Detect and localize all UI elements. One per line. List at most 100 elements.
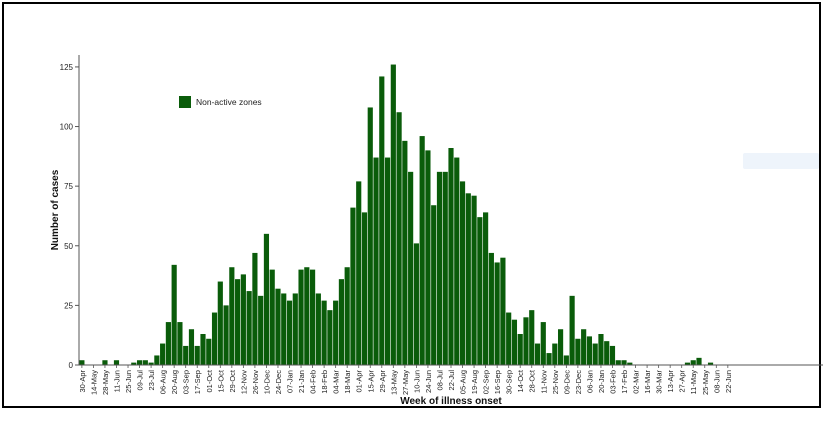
bar bbox=[79, 360, 85, 365]
x-tick-label: 27-May bbox=[401, 370, 410, 395]
x-tick-label: 30-Mar bbox=[655, 370, 664, 394]
x-tick-label: 07-Jan bbox=[286, 370, 295, 393]
bar bbox=[183, 345, 189, 365]
bar bbox=[627, 362, 633, 365]
bar bbox=[396, 112, 402, 365]
legend-swatch bbox=[179, 96, 191, 108]
bar bbox=[379, 76, 385, 365]
x-tick-label: 11-Nov bbox=[539, 370, 548, 394]
x-tick-label: 14-Oct bbox=[516, 369, 525, 392]
bar bbox=[454, 157, 460, 365]
bar bbox=[408, 171, 414, 365]
x-tick-label: 17-Sep bbox=[193, 370, 202, 394]
bar bbox=[240, 274, 246, 365]
bar bbox=[448, 148, 454, 365]
bar bbox=[304, 267, 310, 365]
x-tick-label: 23-Jul bbox=[147, 370, 156, 391]
bar bbox=[442, 171, 448, 365]
x-tick-label: 04-Mar bbox=[332, 370, 341, 394]
x-tick-label: 06-Jan bbox=[585, 370, 594, 393]
bar bbox=[534, 343, 541, 365]
x-tick-label: 16-Mar bbox=[643, 370, 652, 394]
x-tick-label: 22-Jul bbox=[447, 370, 456, 391]
x-tick-label: 01-Oct bbox=[205, 369, 214, 392]
bar bbox=[321, 300, 327, 365]
bar bbox=[523, 317, 529, 365]
bar bbox=[477, 217, 483, 365]
bar bbox=[419, 136, 425, 365]
bar bbox=[258, 295, 264, 365]
x-tick-label: 12-Nov bbox=[239, 370, 248, 394]
x-tick-label: 25-Nov bbox=[551, 370, 560, 394]
bar bbox=[281, 293, 287, 365]
bar bbox=[459, 181, 466, 365]
x-tick-label: 09-Jul bbox=[136, 370, 145, 391]
bar bbox=[557, 329, 564, 365]
bar bbox=[263, 233, 270, 365]
x-tick-label: 13-May bbox=[389, 370, 398, 395]
x-tick-label: 10-Jun bbox=[412, 370, 421, 393]
x-tick-label: 23-Dec bbox=[574, 370, 583, 394]
x-tick-label: 26-Nov bbox=[251, 370, 260, 394]
bar bbox=[131, 362, 137, 365]
x-tick-label: 24-Jun bbox=[424, 370, 433, 393]
x-axis-tick-labels: 30-Apr 14-May 28-May 11-Jun 25-Jun 09-Jul 23-J… bbox=[78, 365, 733, 395]
x-tick-label: 25-Jun bbox=[124, 370, 133, 393]
x-tick-label: 03-Feb bbox=[608, 370, 617, 394]
bar bbox=[684, 362, 691, 365]
bar bbox=[471, 195, 477, 365]
bar bbox=[235, 279, 241, 365]
bar bbox=[361, 212, 368, 365]
y-tick-label: 75 bbox=[64, 182, 73, 191]
bar bbox=[309, 269, 316, 365]
y-axis-label: Number of cases bbox=[50, 169, 61, 250]
x-tick-label: 11-Jun bbox=[112, 370, 121, 392]
x-axis-label: Week of illness onset bbox=[400, 396, 502, 407]
x-tick-label: 18-Mar bbox=[343, 370, 352, 394]
bar bbox=[511, 319, 518, 365]
x-tick-label: 24-Dec bbox=[274, 370, 283, 394]
x-tick-label: 17-Feb bbox=[620, 370, 629, 394]
bar bbox=[581, 329, 587, 365]
x-tick-label: 18-Feb bbox=[320, 370, 329, 394]
bar bbox=[621, 360, 627, 365]
bar bbox=[494, 262, 500, 365]
bar bbox=[177, 322, 183, 365]
bar bbox=[154, 355, 160, 365]
x-tick-label: 03-Sep bbox=[182, 370, 191, 394]
y-axis-ticks: 0 25 50 75 100 125 bbox=[60, 63, 79, 370]
x-tick-label: 08-Jun bbox=[712, 370, 721, 393]
x-tick-label: 20-Aug bbox=[170, 370, 179, 394]
x-tick-label: 16-Sep bbox=[493, 370, 502, 394]
bar bbox=[707, 362, 714, 365]
bar bbox=[113, 360, 120, 365]
bar bbox=[615, 360, 621, 365]
bar bbox=[506, 312, 512, 365]
faded-overlay-box bbox=[743, 153, 819, 169]
bar bbox=[286, 300, 293, 365]
bar bbox=[598, 334, 604, 365]
bar bbox=[609, 345, 616, 365]
bar bbox=[563, 355, 569, 365]
y-tick-label: 25 bbox=[64, 301, 73, 310]
bar bbox=[252, 252, 258, 365]
bar bbox=[246, 291, 252, 365]
bar bbox=[402, 140, 408, 365]
bar bbox=[136, 360, 143, 365]
bar bbox=[373, 157, 379, 365]
x-tick-label: 04-Feb bbox=[309, 370, 318, 394]
x-tick-label: 15-Apr bbox=[366, 370, 375, 393]
figure-frame bbox=[2, 2, 821, 408]
bar bbox=[194, 345, 200, 365]
x-tick-label: 01-Apr bbox=[355, 370, 364, 393]
bar bbox=[529, 310, 535, 365]
x-tick-label: 15-Oct bbox=[216, 369, 225, 392]
bar bbox=[690, 360, 696, 365]
bar bbox=[356, 181, 362, 365]
x-tick-label: 06-Aug bbox=[159, 370, 168, 394]
bar bbox=[517, 334, 523, 365]
bar bbox=[292, 293, 298, 365]
bar bbox=[338, 279, 345, 365]
x-tick-label: 29-Apr bbox=[378, 370, 387, 393]
x-tick-label: 13-Apr bbox=[666, 370, 675, 393]
